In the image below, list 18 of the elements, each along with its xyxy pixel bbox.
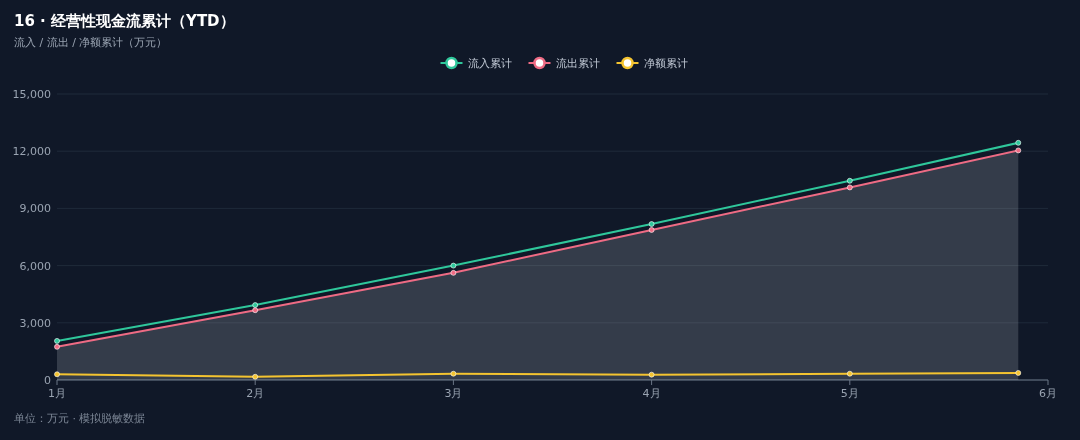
chart-title: 16 · 经营性现金流累计（YTD） bbox=[14, 12, 235, 30]
legend-label: 流出累计 bbox=[555, 57, 600, 70]
x-tick-label: 3月 bbox=[444, 387, 463, 400]
x-tick-label: 2月 bbox=[246, 387, 265, 400]
y-tick-label: 6,000 bbox=[19, 259, 51, 273]
x-tick-label: 1月 bbox=[48, 387, 66, 400]
y-tick-label: 9,000 bbox=[19, 202, 51, 216]
x-tick-label: 4月 bbox=[642, 387, 661, 400]
x-tick-label: 5月 bbox=[840, 387, 859, 400]
chart-subtitle: 流入 / 流出 / 净额累计（万元） bbox=[14, 36, 168, 49]
y-tick-label: 12,000 bbox=[12, 145, 51, 159]
y-tick-label: 3,000 bbox=[19, 316, 51, 330]
legend-label: 流入累计 bbox=[467, 57, 512, 70]
text: 单位：万元 · 模拟脱敏数据 bbox=[14, 412, 146, 425]
x-tick-label: 6月 bbox=[1039, 387, 1057, 400]
y-tick-label: 0 bbox=[44, 374, 51, 387]
y-tick-label: 15,000 bbox=[12, 88, 51, 101]
legend-label: 净额累计 bbox=[643, 57, 688, 70]
